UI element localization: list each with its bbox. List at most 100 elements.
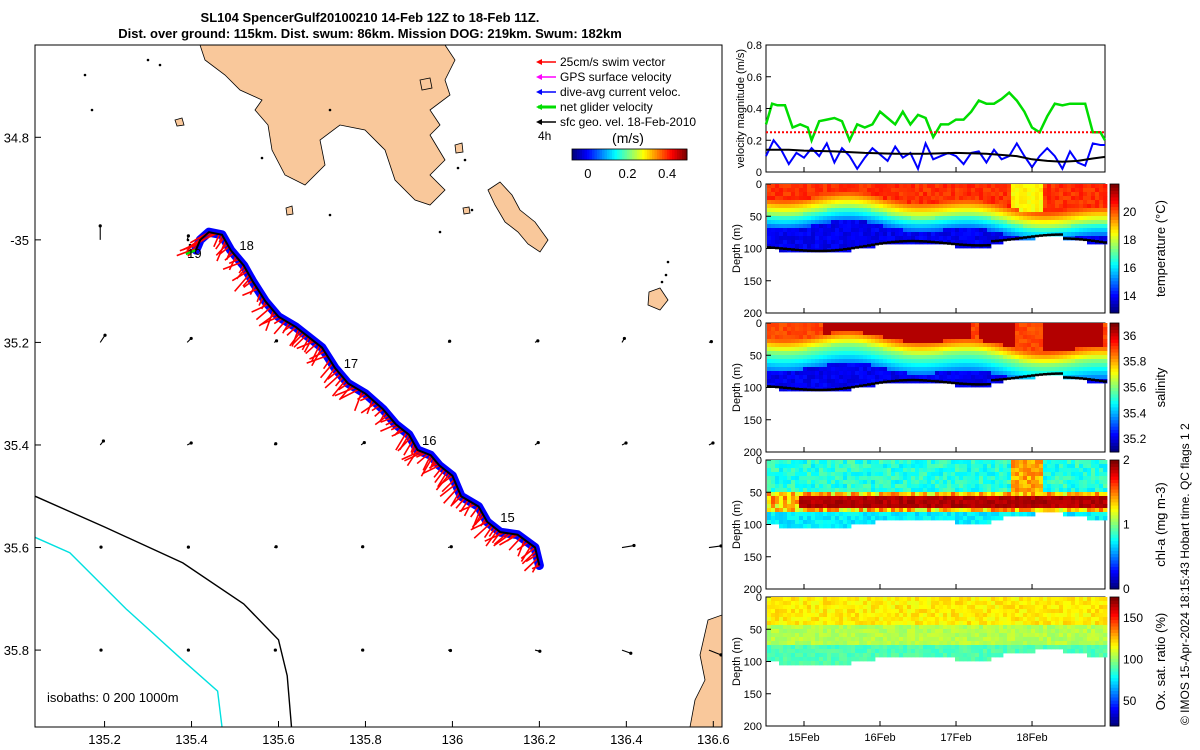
section-colorbar-swatch	[1110, 677, 1119, 682]
swim-vector	[433, 467, 443, 478]
swim-vector	[439, 483, 457, 498]
section-colorbar-swatch	[1110, 432, 1119, 437]
current-vector-head-18	[274, 545, 278, 549]
swim-vector	[225, 249, 232, 260]
section-colorbar-swatch	[1110, 719, 1119, 724]
section-colorbar-swatch	[1110, 716, 1119, 721]
islet-0	[83, 73, 87, 77]
swim-vector	[459, 499, 469, 513]
islet-7	[456, 166, 460, 170]
section-colorbar-label: Ox. sat. ratio (%)	[1153, 613, 1168, 711]
velocity-y-tick-label: 0.8	[747, 40, 762, 52]
colorbar-swatch	[584, 149, 588, 160]
section-colorbar-swatch	[1110, 296, 1119, 301]
section-colorbar-swatch	[1110, 492, 1119, 496]
legend-arrowhead-4	[536, 119, 542, 125]
section-colorbar-swatch	[1110, 460, 1119, 464]
swim-vector	[399, 434, 410, 451]
swim-vector	[311, 345, 321, 362]
section-colorbar-swatch	[1110, 482, 1119, 487]
section-heatmap-sal	[767, 323, 1108, 392]
colorbar-swatch	[592, 149, 595, 160]
colorbar-swatch	[634, 149, 638, 160]
section-colorbar-tick-label: 100	[1123, 652, 1143, 666]
current-vector-head-4	[274, 339, 279, 343]
map-y-tick-label: -35	[10, 233, 29, 248]
section-colorbar-swatch	[1110, 556, 1119, 561]
swim-vector	[406, 449, 419, 467]
swim-vector	[416, 452, 426, 458]
section-colorbar-swatch	[1110, 530, 1119, 535]
section-colorbar-swatch	[1110, 680, 1119, 685]
swim-vector	[483, 525, 494, 539]
colorbar-swatch	[597, 149, 600, 160]
swim-vector	[282, 322, 290, 334]
section-colorbar-swatch	[1110, 537, 1119, 542]
land-mass-8	[462, 206, 471, 215]
section-colorbar-swatch	[1110, 209, 1119, 214]
section-colorbar-swatch	[1110, 251, 1119, 256]
section-colorbar-swatch	[1110, 448, 1119, 453]
section-colorbar-swatch	[1110, 229, 1119, 233]
section-colorbar-swatch	[1110, 597, 1119, 601]
swim-vector	[410, 446, 417, 455]
velocity-y-tick-label: 0.6	[747, 72, 762, 84]
swim-vector	[401, 450, 421, 461]
swim-vector	[311, 347, 323, 367]
imos-credit: © IMOS 15-Apr-2024 18:15:43 Hobart time.…	[1178, 423, 1192, 725]
section-colorbar-swatch	[1110, 603, 1119, 608]
legend-arrowhead-3	[536, 104, 542, 110]
swim-vector	[261, 301, 267, 310]
swim-vector	[471, 509, 481, 530]
section-colorbar-swatch	[1110, 235, 1119, 240]
section-colorbar-swatch	[1110, 345, 1119, 350]
section-colorbar-swatch	[1110, 687, 1119, 692]
swim-vector	[443, 487, 459, 504]
day-label-19: 19	[187, 246, 201, 261]
section-y-tick-label: 0	[756, 592, 762, 604]
section-colorbar-swatch	[1110, 566, 1119, 571]
section-colorbar-frame	[1109, 322, 1120, 453]
section-colorbar-swatch	[1110, 622, 1119, 627]
map-y-tick-label: 35.2	[4, 335, 29, 350]
section-colorbar-swatch	[1110, 579, 1119, 584]
swim-vector	[479, 518, 487, 527]
velocity-y-axis-label: velocity magnitude (m/s)	[735, 49, 747, 168]
swim-vector	[493, 532, 508, 546]
section-colorbar-swatch	[1110, 521, 1119, 525]
section-colorbar-swatch	[1110, 222, 1119, 227]
map-x-tick-label: 136	[442, 732, 464, 747]
date-x-tick-label: 15Feb	[788, 732, 819, 744]
islet-5	[260, 156, 264, 160]
legend-arrowhead-0	[536, 59, 542, 65]
section-colorbar-swatch	[1110, 254, 1119, 259]
section-y-tick-label: 150	[744, 552, 762, 564]
section-colorbar-swatch	[1110, 696, 1119, 701]
section-colorbar-swatch	[1110, 559, 1119, 564]
colorbar-swatch	[577, 149, 580, 160]
section-colorbar-swatch	[1110, 381, 1119, 385]
section-colorbar-swatch	[1110, 527, 1119, 532]
swim-vector	[258, 296, 264, 306]
section-colorbar-swatch	[1110, 642, 1119, 646]
islet-8	[438, 230, 442, 234]
swim-vector	[334, 386, 356, 397]
section-colorbar-swatch	[1110, 514, 1119, 519]
section-colorbar-swatch	[1110, 508, 1119, 513]
current-vector-head-11	[274, 442, 278, 446]
legend-label-4: sfc geo. vel. 18-Feb-2010	[560, 115, 696, 129]
velocity-series-2	[765, 138, 1105, 172]
colorbar-swatch	[684, 149, 688, 160]
section-y-tick-label: 150	[744, 276, 762, 288]
colorbar-swatch	[614, 149, 618, 160]
section-colorbar-swatch	[1110, 606, 1119, 611]
section-colorbar-swatch	[1110, 524, 1119, 529]
net-glider-velocity	[185, 248, 197, 256]
colorbar-swatch	[664, 149, 668, 160]
section-colorbar-swatch	[1110, 267, 1119, 272]
section-colorbar-swatch	[1110, 498, 1119, 503]
current-vector-head-27	[448, 648, 453, 653]
colorbar-swatch	[649, 149, 653, 160]
velocity-series-0	[764, 90, 1107, 145]
swim-vector	[463, 502, 473, 517]
